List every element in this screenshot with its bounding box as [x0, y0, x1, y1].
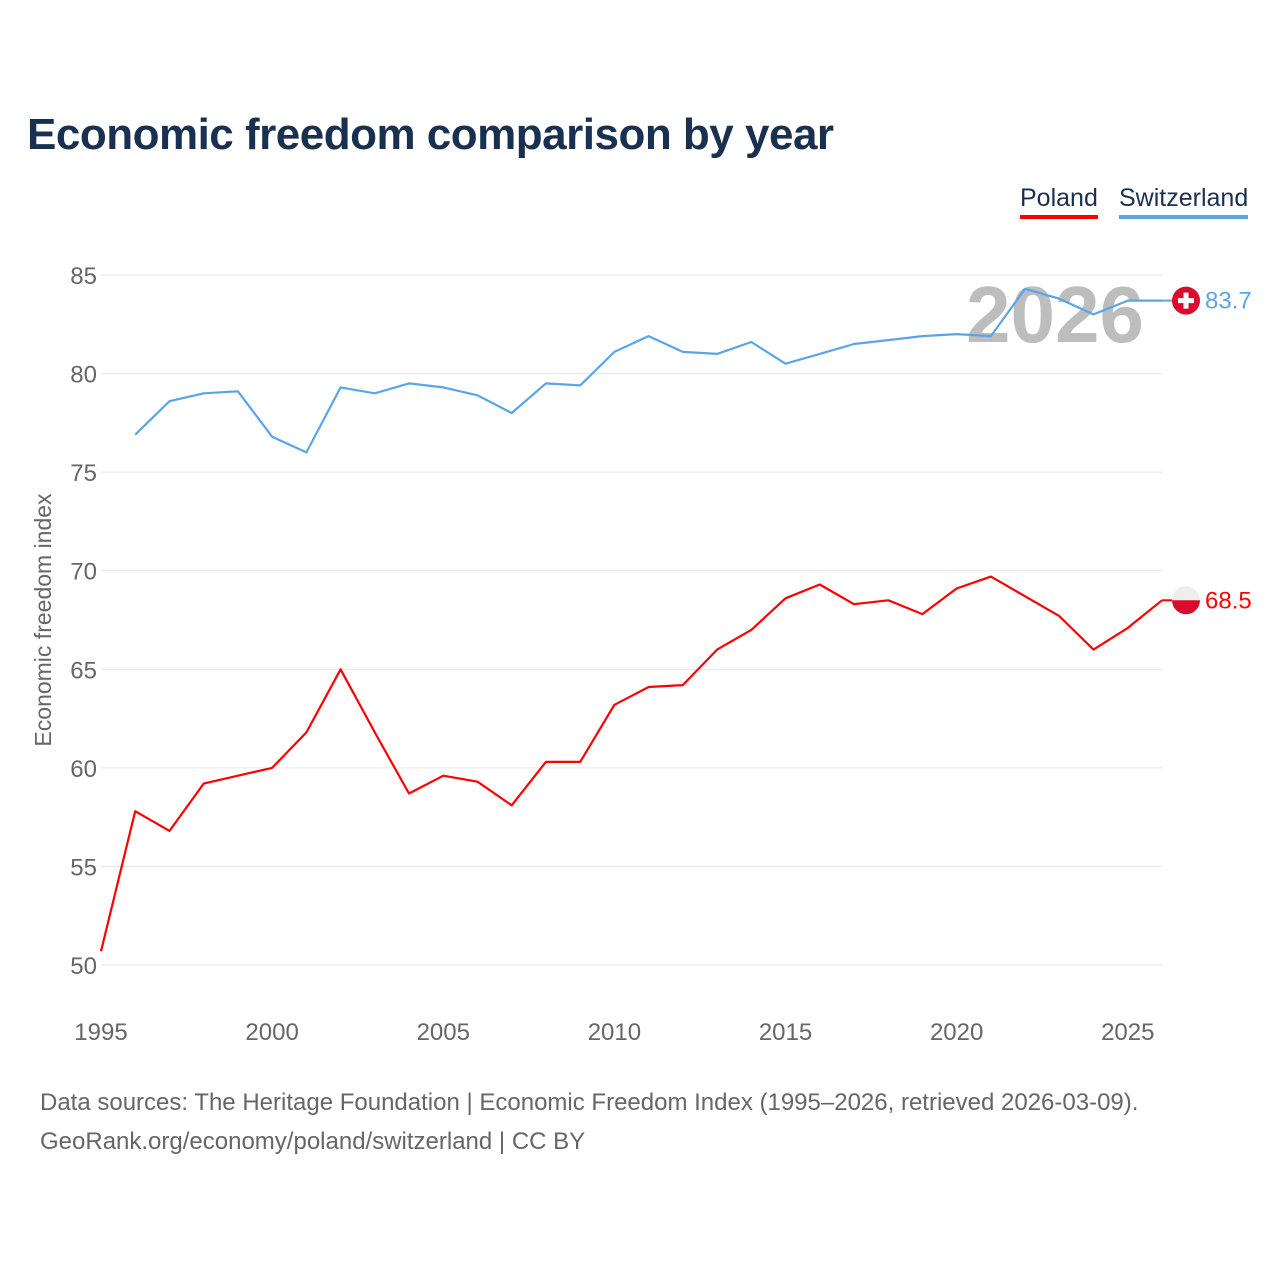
y-tick-label: 85 — [70, 263, 97, 290]
x-tick-label: 2015 — [759, 1019, 812, 1046]
flag-red-half — [1172, 600, 1200, 615]
series-line-poland — [99, 575, 1163, 952]
credit-note[interactable]: GeoRank.org/economy/poland/switzerland |… — [40, 1128, 586, 1155]
legend-item-poland[interactable]: Poland — [1020, 184, 1098, 219]
chart-title: Economic freedom comparison by year — [27, 110, 834, 159]
data-source-note: Data sources: The Heritage Foundation | … — [40, 1089, 1139, 1116]
x-tick-label: 2005 — [417, 1019, 470, 1046]
y-tick-label: 60 — [70, 756, 97, 783]
x-tick-label: 1995 — [74, 1019, 127, 1046]
x-tick-label: 2010 — [588, 1019, 641, 1046]
y-tick-label: 70 — [70, 559, 97, 586]
legend-item-switzerland[interactable]: Switzerland — [1119, 184, 1249, 219]
y-tick-label: 75 — [70, 460, 97, 487]
y-tick-label: 65 — [70, 657, 97, 684]
x-tick-label: 2020 — [930, 1019, 983, 1046]
y-tick-label: 55 — [70, 854, 97, 881]
y-tick-label: 80 — [70, 362, 97, 389]
year-watermark: 2026 — [966, 270, 1144, 359]
x-tick-label: 2000 — [245, 1019, 298, 1046]
y-axis-label: Economic freedom index — [30, 493, 56, 747]
end-value-label-switzerland: 83.7 — [1205, 288, 1252, 315]
flag-cross-horizontal — [1178, 298, 1194, 304]
end-value-label-poland: 68.5 — [1205, 587, 1252, 614]
series-line-switzerland — [134, 287, 1162, 454]
y-tick-label: 50 — [70, 953, 97, 980]
x-tick-label: 2025 — [1101, 1019, 1154, 1046]
